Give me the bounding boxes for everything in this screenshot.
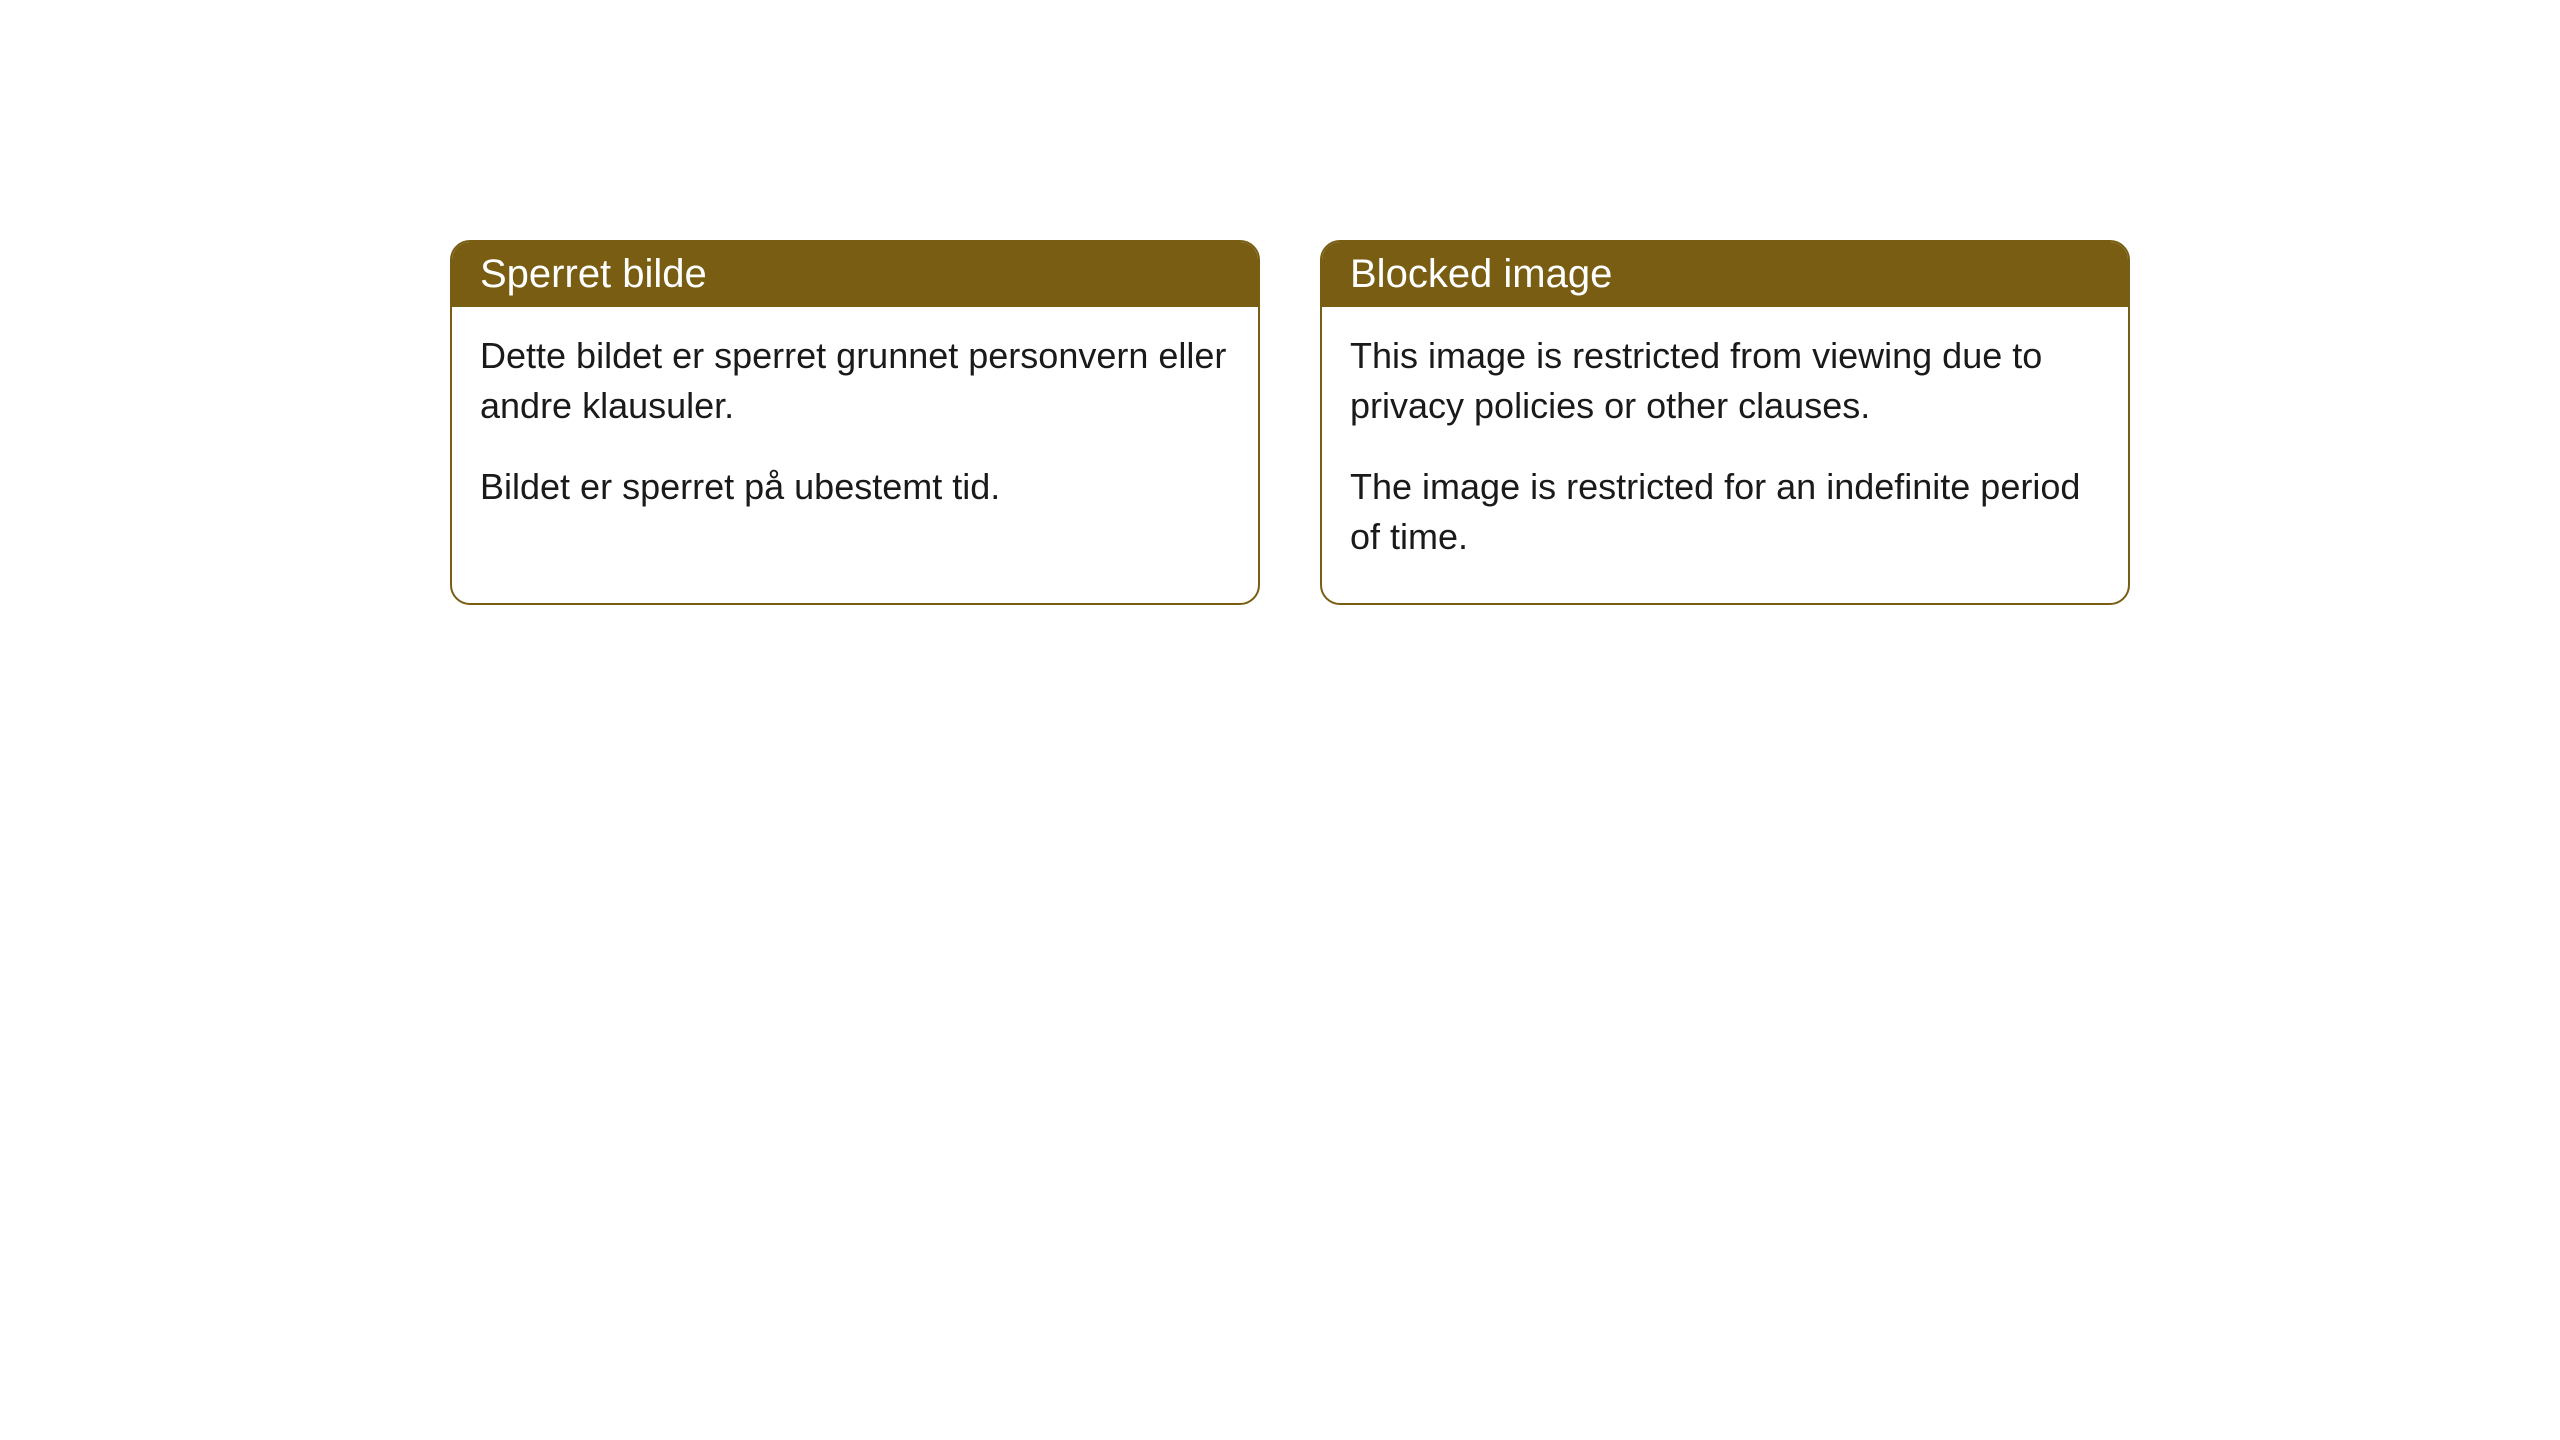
card-body-norwegian: Dette bildet er sperret grunnet personve… [452, 307, 1258, 552]
card-paragraph-1: This image is restricted from viewing du… [1350, 331, 2100, 432]
card-header-english: Blocked image [1322, 242, 2128, 307]
card-paragraph-2: Bildet er sperret på ubestemt tid. [480, 462, 1230, 512]
notice-card-english: Blocked image This image is restricted f… [1320, 240, 2130, 605]
notice-card-norwegian: Sperret bilde Dette bildet er sperret gr… [450, 240, 1260, 605]
card-paragraph-1: Dette bildet er sperret grunnet personve… [480, 331, 1230, 432]
card-paragraph-2: The image is restricted for an indefinit… [1350, 462, 2100, 563]
card-body-english: This image is restricted from viewing du… [1322, 307, 2128, 603]
notice-cards-container: Sperret bilde Dette bildet er sperret gr… [450, 240, 2130, 605]
card-header-norwegian: Sperret bilde [452, 242, 1258, 307]
